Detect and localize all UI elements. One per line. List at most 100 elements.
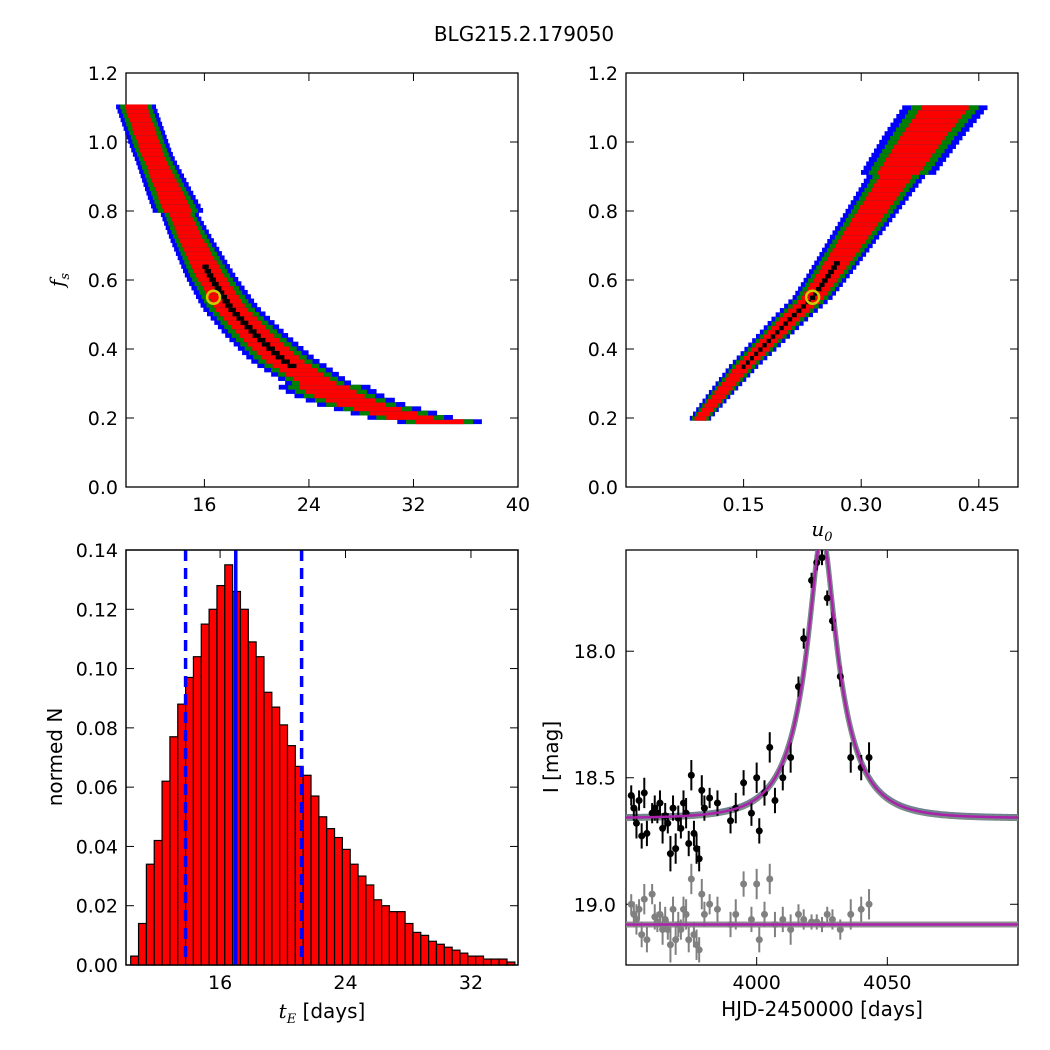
confidence-cell <box>829 251 856 257</box>
confidence-cell <box>129 117 152 123</box>
y-tick-label: 0.0 <box>88 477 118 499</box>
confidence-cell <box>899 135 945 141</box>
confidence-cell <box>883 161 926 167</box>
confidence-cell <box>271 350 280 356</box>
histogram-bar <box>130 955 140 966</box>
data-point <box>847 754 855 761</box>
residual-point <box>857 905 865 913</box>
confidence-cell <box>211 281 219 287</box>
histogram-bar <box>396 911 406 966</box>
data-point <box>706 794 714 802</box>
residual-point <box>823 910 831 918</box>
residual-point <box>794 910 802 918</box>
histogram-bar <box>145 863 155 966</box>
confidence-cell <box>920 105 969 111</box>
confidence-cell <box>701 407 714 413</box>
residual-point <box>713 905 721 913</box>
confidence-cell <box>905 126 952 132</box>
confidence-cell <box>840 234 869 240</box>
y-tick-label: 0.04 <box>76 836 118 858</box>
histogram-bar <box>161 780 171 966</box>
confidence-cell <box>822 277 828 283</box>
confidence-cell <box>257 337 266 343</box>
confidence-cell <box>754 351 759 356</box>
histogram-bar <box>380 905 391 966</box>
confidence-cell <box>182 242 207 248</box>
confidence-cell <box>204 268 212 274</box>
best-fit-marker <box>804 289 821 305</box>
histogram-bar <box>224 564 234 966</box>
histogram-bar <box>169 736 179 966</box>
y-axis-label: fs <box>45 273 73 289</box>
histogram-bar <box>239 608 249 966</box>
y-tick-label: 0.8 <box>588 201 618 223</box>
x-axis-label: u0 <box>811 517 832 545</box>
histogram-bar <box>153 839 163 966</box>
histogram-bar <box>420 934 430 966</box>
confidence-cell <box>774 329 780 335</box>
confidence-cell <box>124 104 148 110</box>
confidence-cell <box>188 255 215 261</box>
residual-point <box>779 915 787 923</box>
y-tick-label: 0.06 <box>76 777 118 799</box>
residual-point <box>732 910 740 918</box>
confidence-cell <box>172 220 196 226</box>
confidence-cell <box>908 122 955 128</box>
confidence-cell <box>831 264 837 270</box>
confidence-cell <box>914 113 962 119</box>
data-point <box>677 824 685 832</box>
confidence-cell <box>728 372 745 378</box>
confidence-cell <box>314 393 365 399</box>
confidence-cell <box>862 200 894 206</box>
confidence-cell <box>133 130 157 136</box>
confidence-cell <box>217 289 225 295</box>
confidence-cell <box>287 363 297 369</box>
confidence-cell <box>810 295 816 300</box>
histogram-bar <box>137 922 147 966</box>
confidence-cell <box>150 173 175 179</box>
data-point <box>643 829 651 837</box>
confidence-cell <box>888 152 933 158</box>
confidence-cell <box>279 367 318 373</box>
best-fit-marker <box>205 289 222 305</box>
confidence-cell <box>846 226 875 231</box>
data-point <box>753 774 761 782</box>
y-tick-label: 1.0 <box>88 132 118 154</box>
label-subscript: 0 <box>824 530 832 545</box>
confidence-cell <box>236 315 245 321</box>
confidence-cell <box>127 113 151 118</box>
confidence-cell <box>787 316 793 322</box>
residual-point <box>800 915 808 923</box>
confidence-cell <box>140 147 163 153</box>
residual-point <box>669 905 677 913</box>
data-point <box>755 827 763 835</box>
light-curve-panel: 4000 4050 18.0 18.5 19.0 HJD-2450000 [days] I … <box>539 549 1019 1021</box>
confidence-cell <box>174 225 198 231</box>
data-point <box>685 840 693 848</box>
confidence-cell <box>298 384 351 390</box>
confidence-cell <box>835 243 863 249</box>
residual-point <box>761 910 769 918</box>
confidence-cell <box>819 282 825 287</box>
confidence-cell <box>766 338 771 344</box>
data-point <box>640 789 648 797</box>
confidence-cell <box>214 285 222 291</box>
confidence-cell <box>325 397 376 403</box>
confidence-cell <box>917 109 966 115</box>
histogram-bar <box>357 875 367 966</box>
histogram-bar <box>318 816 328 966</box>
histogram-bar <box>459 952 469 966</box>
confidence-cell <box>141 151 165 157</box>
histogram-bar <box>302 774 312 966</box>
histogram-bar <box>271 706 281 966</box>
confidence-cell <box>833 260 840 266</box>
confidence-cell <box>132 126 155 131</box>
y-tick-label: 19.0 <box>574 894 616 916</box>
histogram-bar <box>279 724 289 966</box>
y-tick-label: 0.4 <box>588 339 618 361</box>
histogram-bar <box>263 691 273 966</box>
confidence-cell <box>299 380 337 386</box>
plot-frame <box>125 72 519 488</box>
plot-frame-overlay <box>125 549 519 966</box>
confidence-cell <box>171 216 193 222</box>
